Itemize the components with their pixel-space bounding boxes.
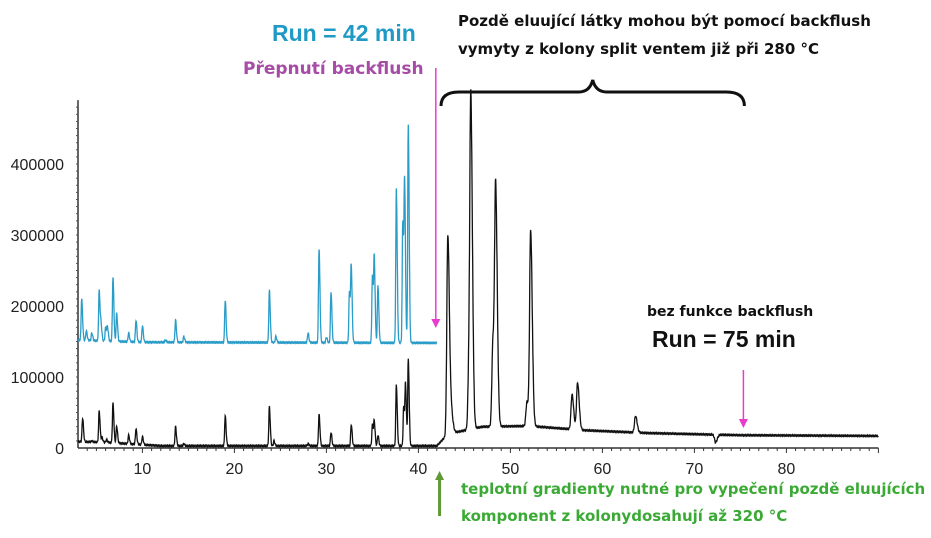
late-eluting-line2: vymyty z kolony split ventem již při 280… — [458, 40, 820, 58]
y-tick-label: 200000 — [11, 299, 64, 316]
run-end-arrow-icon-head — [738, 419, 748, 428]
y-tick-label: 100000 — [11, 370, 64, 387]
y-tick-label: 400000 — [11, 157, 64, 174]
axes: 10 20 30 40 50 60 70 80 0 100000 200000 300000 40000… — [11, 100, 879, 478]
series-line-1 — [77, 89, 879, 448]
y-tick-label: 300000 — [11, 228, 64, 245]
x-tick-label: 70 — [686, 461, 704, 478]
traces — [77, 89, 879, 448]
x-tick-label: 30 — [318, 461, 336, 478]
x-tick-label: 60 — [594, 461, 612, 478]
no-backflush-label: bez funkce backflush — [647, 304, 814, 320]
x-tick-label: 40 — [410, 461, 428, 478]
brace-icon — [439, 79, 746, 107]
series-line-0 — [77, 124, 438, 345]
gradient-line2: komponent z kolonydosahují až 320 °C — [461, 507, 788, 525]
y-tick-label: 0 — [55, 441, 64, 458]
annotation-marks — [431, 68, 748, 516]
x-tick-label: 80 — [778, 461, 796, 478]
gradient-line1: teplotní gradienty nutné pro vypečení po… — [461, 480, 926, 498]
late-eluting-line1: Pozdě eluující látky mohou být pomocí ba… — [458, 12, 871, 30]
gradient-arrow-icon-head — [435, 471, 445, 480]
run-42-label: Run = 42 min — [272, 20, 416, 46]
backflush-arrow-icon-head — [431, 319, 441, 328]
run-75-label: Run = 75 min — [652, 326, 796, 352]
x-tick-label: 20 — [226, 461, 244, 478]
x-tick-label: 50 — [502, 461, 520, 478]
backflush-switch-label: Přepnutí backflush — [243, 59, 424, 79]
x-tick-label: 10 — [134, 461, 152, 478]
